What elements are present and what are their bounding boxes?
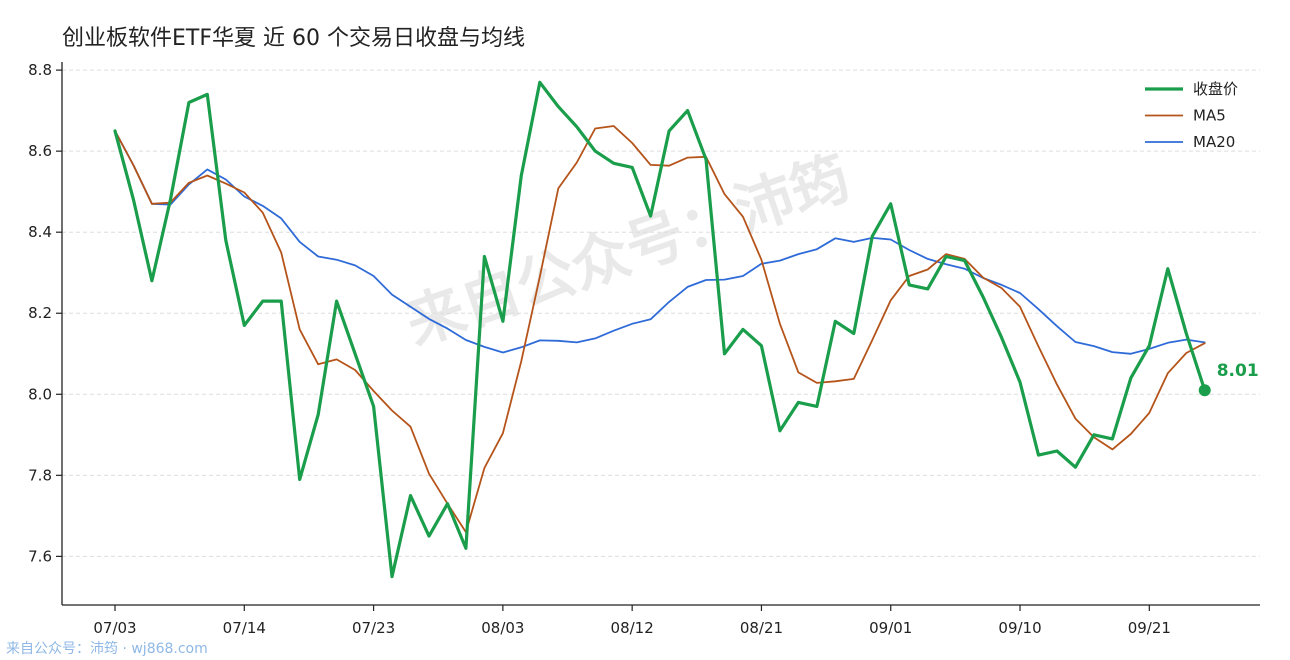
x-axis-ticks: 07/03 07/14 07/23 08/03 08/12 08/21 09/01 09/10…: [93, 605, 1171, 637]
y-tick-label: 7.6: [28, 547, 52, 565]
footer-source: 来自公众号：沛筠 · wj868.com: [6, 640, 208, 657]
y-axis-ticks: 7.6 7.8 8.0 8.2 8.4 8.6 8.8: [28, 61, 62, 565]
x-tick-label: 09/21: [1128, 619, 1171, 637]
x-tick-label: 07/03: [93, 619, 136, 637]
x-tick-label: 07/23: [352, 619, 395, 637]
series-line-close: [113, 80, 1207, 579]
y-tick-label: 8.6: [28, 142, 52, 160]
legend-label: MA5: [1193, 107, 1226, 125]
grid-lines: [62, 69, 1260, 557]
y-tick-label: 8.0: [28, 385, 52, 403]
x-tick-label: 08/03: [481, 619, 524, 637]
series-lines: [113, 80, 1207, 579]
last-value-label: 8.01: [1217, 361, 1259, 381]
axes: [61, 62, 1260, 606]
y-tick-label: 8.4: [28, 223, 52, 241]
legend-label: 收盘价: [1193, 80, 1238, 98]
y-tick-label: 7.8: [28, 466, 52, 484]
last-point-marker: [1198, 384, 1211, 397]
legend-label: MA20: [1193, 133, 1235, 151]
y-tick-label: 8.2: [28, 304, 52, 322]
legend: 收盘价 MA5 MA20: [1145, 80, 1238, 151]
x-tick-label: 08/21: [740, 619, 783, 637]
x-tick-label: 09/01: [869, 619, 912, 637]
x-tick-label: 07/14: [223, 619, 266, 637]
x-tick-label: 08/12: [611, 619, 654, 637]
series-line-ma5: [114, 125, 1206, 533]
chart-title: 创业板软件ETF华夏 近 60 个交易日收盘与均线: [62, 26, 525, 51]
series-line-ma20: [114, 130, 1206, 355]
x-tick-label: 09/10: [998, 619, 1041, 637]
y-tick-label: 8.8: [28, 61, 52, 79]
last-point: 8.01: [1198, 361, 1259, 397]
